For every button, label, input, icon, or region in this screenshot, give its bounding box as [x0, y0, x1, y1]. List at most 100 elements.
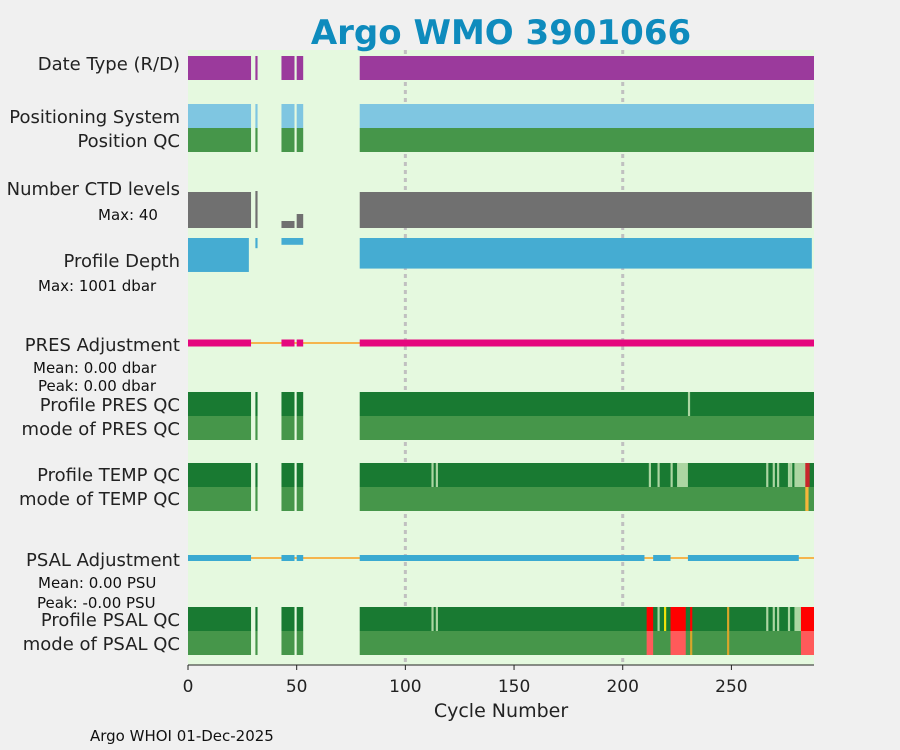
mode-pres-qc-bar [255, 416, 258, 440]
profile-temp-qc-qc-mark [805, 463, 810, 487]
profile-pres-qc-bar [296, 392, 304, 416]
mode-psal-qc-qc-mark [800, 631, 814, 655]
profile-temp-qc-bar [359, 463, 814, 487]
mode-temp-qc-bar [359, 487, 814, 511]
position-qc-bar [255, 128, 258, 152]
mode-psal-qc-bar [296, 631, 304, 655]
mode-pres-qc-label: mode of PRES QC [22, 419, 180, 440]
footer-credit: Argo WHOI 01-Dec-2025 [90, 727, 274, 745]
profile-psal-qc-bar [296, 607, 304, 631]
positioning-system-bar [281, 104, 295, 128]
date-type-bar [188, 56, 252, 80]
profile-pres-qc-bar [188, 392, 252, 416]
mode-temp-qc-bar [281, 487, 295, 511]
mode-temp-qc-bar [188, 487, 252, 511]
pres-adjustment-bar [296, 339, 304, 347]
ctd-level-bar [296, 214, 304, 228]
position-qc-bar [281, 128, 295, 152]
position-qc-label: Position QC [77, 131, 180, 152]
psal-adjustment-label: PSAL Adjustment [26, 550, 180, 571]
profile-temp-qc-qc-mark [777, 463, 780, 487]
positioning-system-bar [296, 104, 304, 128]
psal-adjustment-mean-label: Mean: 0.00 PSU [38, 574, 156, 592]
psal-adjustment-bar [188, 555, 252, 561]
psal-adjustment-bar [281, 555, 295, 561]
profile-temp-qc-bar [281, 463, 295, 487]
date-type-bar [359, 56, 814, 80]
pres-adjustment-peak-label: Peak: 0.00 dbar [38, 377, 157, 395]
ctd-level-bar [255, 191, 258, 228]
mode-psal-qc-qc-mark [670, 631, 686, 655]
mode-pres-qc-bar [359, 416, 814, 440]
profile-psal-qc-bar [359, 607, 814, 631]
mode-psal-qc-bar [188, 631, 252, 655]
pres-adjustment-bar [359, 339, 814, 347]
mode-temp-qc-bar [296, 487, 304, 511]
position-qc-bar [359, 128, 814, 152]
profile-psal-qc-bar [281, 607, 295, 631]
x-axis-label: Cycle Number [434, 700, 568, 722]
position-qc-bar [296, 128, 304, 152]
position-qc-bar [188, 128, 252, 152]
date-type-bar [255, 56, 258, 80]
profile-pres-qc-qc-mark [687, 392, 691, 416]
profile-psal-qc-qc-mark [664, 607, 667, 631]
profile-depth-bar [281, 238, 304, 245]
pres-adjustment-bar [188, 339, 252, 347]
mode-temp-qc-bar [255, 487, 258, 511]
profile-temp-qc-qc-mark [790, 463, 793, 487]
psal-adjustment-bar [296, 555, 304, 561]
profile-temp-qc-bar [188, 463, 252, 487]
number-ctd-levels-label: Number CTD levels [7, 179, 180, 200]
profile-temp-qc-bar [296, 463, 304, 487]
mode-pres-qc-bar [188, 416, 252, 440]
ctd-level-bar [281, 221, 295, 228]
profile-psal-qc-label: Profile PSAL QC [41, 610, 180, 631]
mode-psal-qc-bar [281, 631, 295, 655]
profile-temp-qc-qc-mark [772, 463, 775, 487]
psal-adjustment-peak-label: Peak: -0.00 PSU [37, 594, 156, 612]
profile-temp-qc-qc-mark [766, 463, 769, 487]
x-tick-label: 250 [715, 677, 747, 697]
x-tick-label: 200 [606, 677, 638, 697]
profile-temp-qc-qc-mark [670, 463, 673, 487]
profile-depth-bar [188, 238, 249, 272]
x-tick-label: 150 [498, 677, 530, 697]
profile-psal-qc-qc-mark [766, 607, 769, 631]
profile-depth-bar [255, 238, 258, 249]
profile-psal-qc-qc-mark [690, 607, 693, 631]
profile-psal-qc-qc-mark [787, 607, 791, 631]
profile-temp-qc-qc-mark [794, 463, 808, 487]
positioning-system-bar [255, 104, 258, 128]
positioning-system-label: Positioning System [9, 107, 180, 128]
plot-background [188, 50, 814, 665]
date-type-bar [281, 56, 295, 80]
profile-temp-qc-qc-mark [431, 463, 434, 487]
psal-adjustment-bar [687, 555, 799, 561]
mode-pres-qc-bar [281, 416, 295, 440]
profile-psal-qc-bar [255, 607, 258, 631]
profile-temp-qc-qc-mark [435, 463, 438, 487]
mode-pres-qc-bar [296, 416, 304, 440]
profile-pres-qc-label: Profile PRES QC [40, 395, 180, 416]
profile-depth-label: Profile Depth [63, 251, 180, 272]
profile-psal-qc-qc-mark [772, 607, 775, 631]
date-type-label: Date Type (R/D) [38, 54, 180, 75]
profile-temp-qc-label: Profile TEMP QC [37, 465, 180, 486]
positioning-system-bar [188, 104, 252, 128]
pres-adjustment-label: PRES Adjustment [25, 335, 180, 356]
profile-psal-qc-qc-mark [657, 607, 660, 631]
pres-adjustment-bar [281, 339, 295, 347]
x-tick-label: 0 [183, 677, 194, 697]
profile-psal-qc-qc-mark [727, 607, 730, 631]
profile-depth-bar [359, 238, 812, 269]
profile-psal-qc-qc-mark [800, 607, 814, 631]
profile-temp-qc-qc-mark [677, 463, 688, 487]
mode-psal-qc-bar [359, 631, 814, 655]
profile-temp-qc-qc-mark [657, 463, 660, 487]
profile-psal-qc-qc-mark [435, 607, 438, 631]
number-ctd-levels-max-label: Max: 40 [98, 206, 158, 224]
profile-psal-qc-qc-mark [670, 607, 686, 631]
mode-psal-qc-label: mode of PSAL QC [23, 634, 180, 655]
